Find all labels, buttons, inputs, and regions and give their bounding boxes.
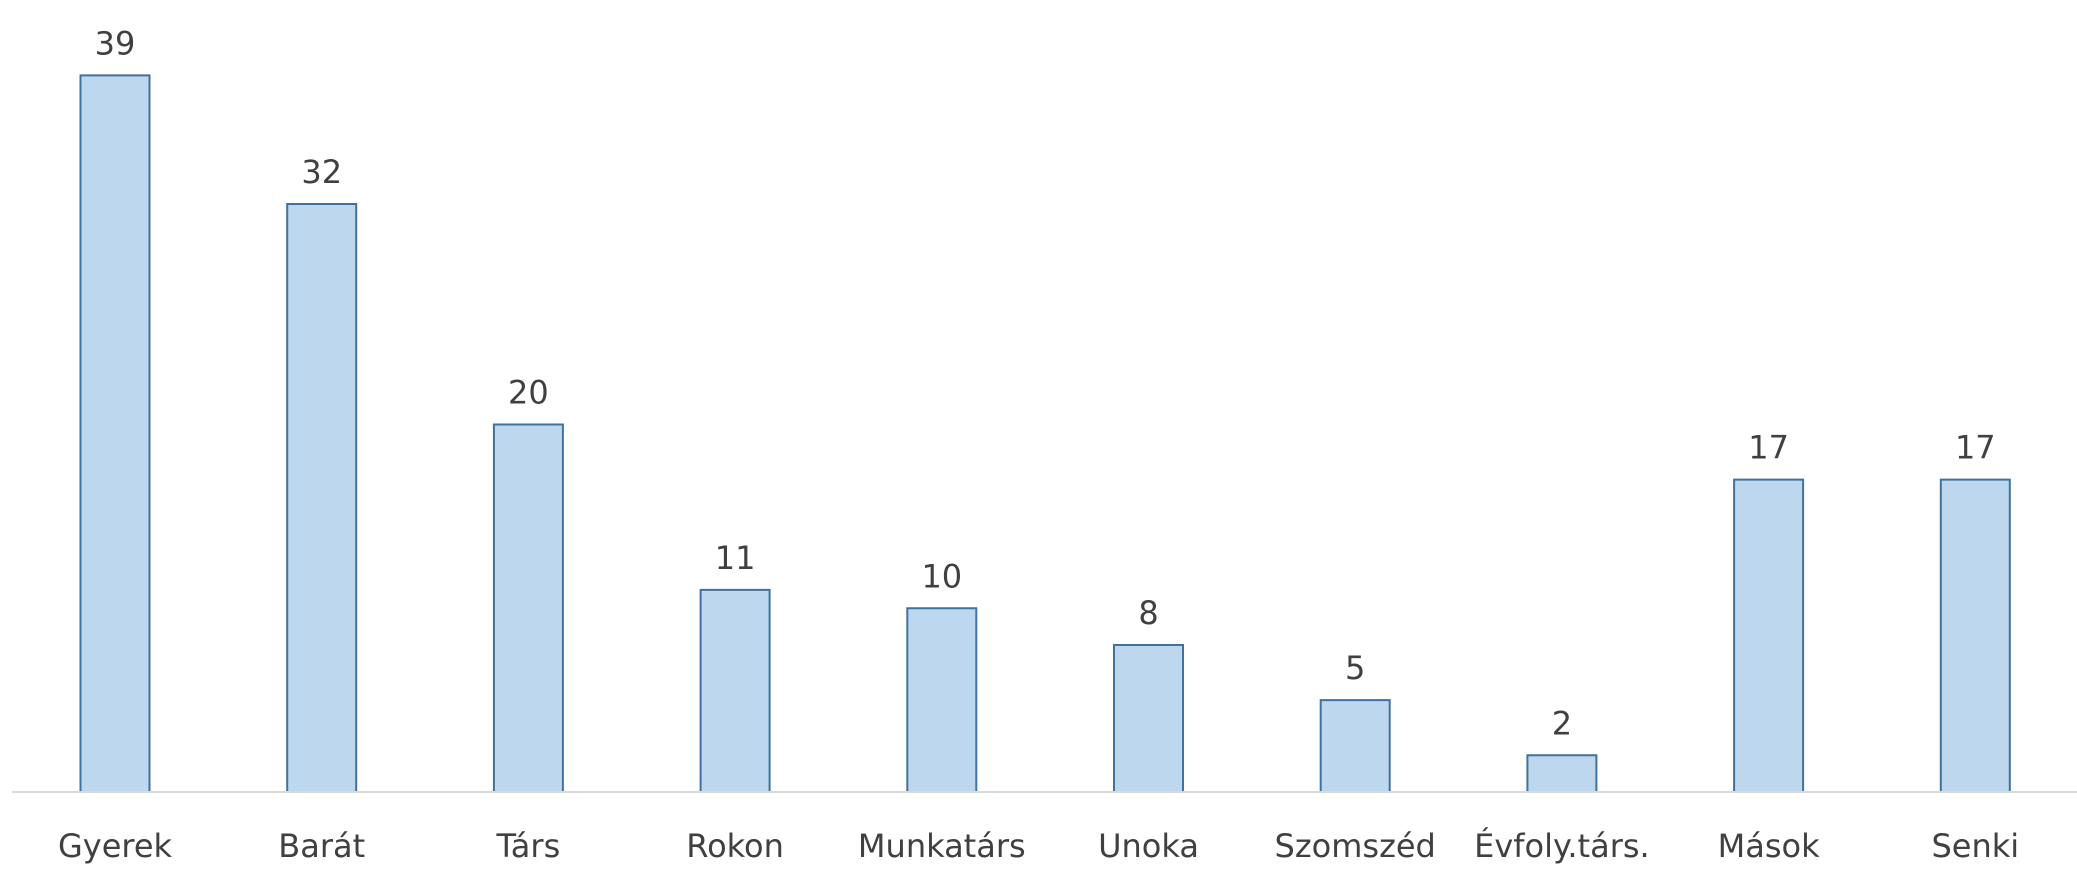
x-tick-label: Gyerek bbox=[58, 827, 173, 865]
value-label: 8 bbox=[1138, 594, 1158, 632]
x-tick-label: Mások bbox=[1718, 827, 1820, 865]
value-label: 11 bbox=[715, 539, 756, 577]
bar bbox=[1733, 478, 1805, 793]
value-label: 5 bbox=[1345, 649, 1365, 687]
value-label: 20 bbox=[508, 374, 549, 412]
value-label: 10 bbox=[921, 557, 962, 595]
x-tick-label: Szomszéd bbox=[1275, 827, 1436, 865]
x-tick-label: Unoka bbox=[1098, 827, 1199, 865]
value-label: 39 bbox=[95, 24, 136, 62]
x-tick-label: Társ bbox=[496, 827, 561, 865]
x-tick-label: Senki bbox=[1931, 827, 2019, 865]
x-tick-label: Barát bbox=[278, 827, 365, 865]
x-tick-label: Rokon bbox=[686, 827, 784, 865]
bar bbox=[79, 74, 151, 793]
value-label: 17 bbox=[1955, 429, 1996, 467]
bar bbox=[492, 423, 564, 793]
bar bbox=[699, 588, 771, 793]
bar bbox=[286, 203, 358, 793]
bar bbox=[1319, 699, 1391, 793]
bar bbox=[1939, 478, 2011, 793]
bar bbox=[1113, 644, 1184, 793]
value-label: 17 bbox=[1748, 429, 1789, 467]
x-tick-label: Munkatárs bbox=[858, 827, 1026, 865]
bar bbox=[1526, 754, 1598, 793]
value-label: 32 bbox=[301, 153, 342, 191]
x-tick-label: Évfoly.társ. bbox=[1474, 827, 1650, 865]
bar bbox=[906, 607, 978, 793]
value-label: 2 bbox=[1552, 704, 1572, 742]
